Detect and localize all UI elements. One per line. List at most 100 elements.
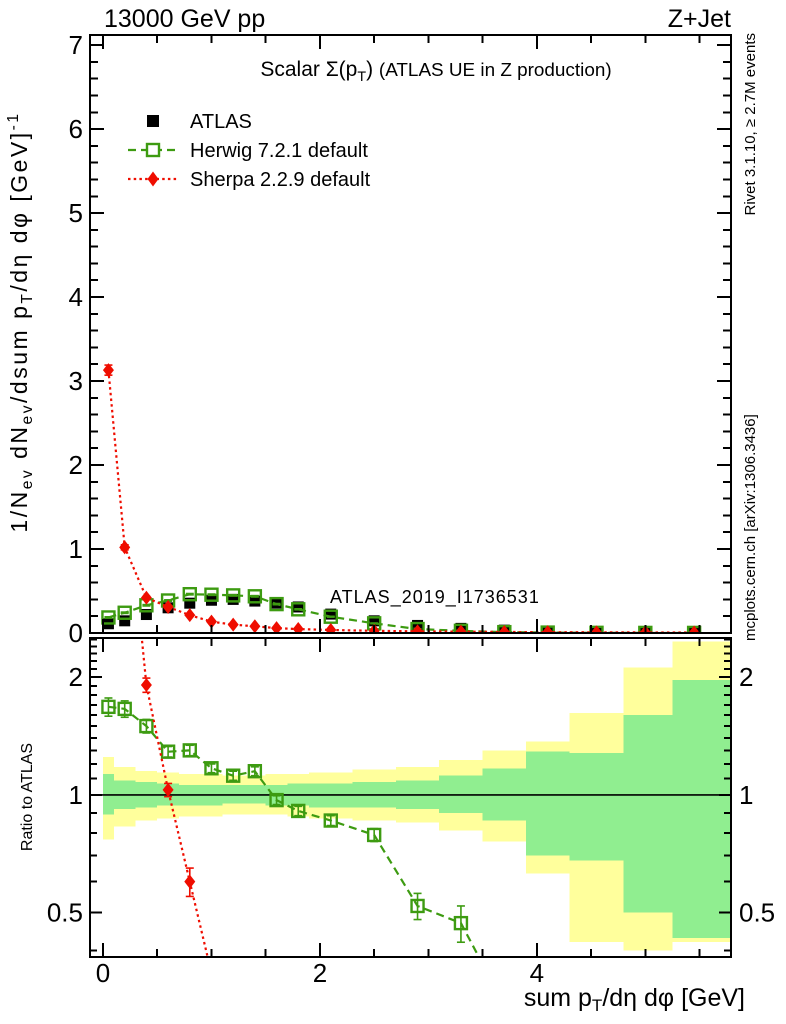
atlas-marker-main xyxy=(325,608,337,620)
ratio-panel-frame xyxy=(89,637,732,958)
tick-label: 2 xyxy=(313,958,327,988)
herwig-marker-ratio xyxy=(453,915,469,931)
sherpa-marker-ratio xyxy=(455,998,466,1012)
band-green xyxy=(526,751,570,856)
atlas-marker-main xyxy=(249,595,261,607)
sherpa-marker-ratio xyxy=(499,966,510,980)
herwig-marker-main xyxy=(182,586,197,602)
tick-label: 6 xyxy=(69,114,83,144)
tick-label: 4 xyxy=(69,282,83,312)
tick-label: 0 xyxy=(69,618,83,648)
atlas-marker-main xyxy=(227,593,239,605)
herwig-marker-ratio xyxy=(366,827,382,843)
sherpa-marker-main xyxy=(591,625,603,633)
legend: ATLAS Herwig 7.2.1 default Sherpa 2.2.9 … xyxy=(128,111,371,191)
legend-label-sherpa: Sherpa 2.2.9 default xyxy=(190,169,371,191)
sherpa-marker-ratio xyxy=(184,874,196,889)
atlas-marker-main xyxy=(140,609,152,621)
beam-energy-title: 13000 GeV pp xyxy=(104,5,265,33)
sherpa-marker-main xyxy=(688,625,700,633)
atlas-marker-main xyxy=(119,615,131,627)
herwig-marker-main xyxy=(247,589,263,604)
sherpa-marker-main xyxy=(249,619,261,633)
plot-title: Scalar Σ(pT) (ATLAS UE in Z production) xyxy=(260,58,611,85)
sherpa-marker-ratio xyxy=(689,1017,700,1024)
sherpa-marker-main xyxy=(292,622,304,633)
herwig-marker-main xyxy=(204,587,219,602)
atlas-marker-main xyxy=(292,601,304,613)
tick-label: 1 xyxy=(69,780,83,810)
sherpa-marker-main xyxy=(455,624,467,633)
sherpa-marker-main xyxy=(542,625,554,633)
herwig-marker-ratio xyxy=(204,761,219,776)
herwig-marker-ratio xyxy=(101,699,116,715)
ratio-series xyxy=(101,219,700,1024)
process-title: Z+Jet xyxy=(668,5,731,33)
x-axis-label: sum pT/dη dφ [GeV] xyxy=(524,984,745,1015)
tick-labels: 0 1 2 3 4 5 6 7 0.5 0.5 1 1 2 2 0 2 4 xyxy=(47,30,775,988)
tick-label: 0 xyxy=(96,958,110,988)
ratio-y-axis-label: Ratio to ATLAS xyxy=(19,743,36,851)
legend-item-herwig: Herwig 7.2.1 default xyxy=(128,140,368,162)
herwig-marker-ratio xyxy=(182,743,197,758)
legend-item-sherpa: Sherpa 2.2.9 default xyxy=(128,169,371,191)
mcplots-reference-text: mcplots.cern.ch [arXiv:1306.3436] xyxy=(742,414,759,641)
atlas-legend-marker xyxy=(147,115,159,127)
herwig-marker-ratio xyxy=(117,701,132,717)
herwig-marker-ratio xyxy=(269,792,284,808)
legend-item-atlas: ATLAS xyxy=(147,111,252,133)
herwig-marker-main xyxy=(410,621,425,633)
sherpa-marker-main xyxy=(140,590,152,605)
sherpa-marker-main xyxy=(162,599,174,614)
tick-label: 1 xyxy=(739,780,753,810)
sherpa-marker-ratio xyxy=(103,219,114,233)
legend-label-herwig: Herwig 7.2.1 default xyxy=(190,140,368,162)
herwig-marker-main xyxy=(323,609,338,624)
main-y-axis-label: 1/Nev dNev/dsum pT/dη dφ [GeV]-1 xyxy=(5,111,36,532)
atlas-marker-main xyxy=(368,615,380,627)
herwig-marker-ratio xyxy=(225,768,241,783)
band-green xyxy=(672,679,731,939)
atlas-marker-main xyxy=(184,597,196,609)
tick-label: 0.5 xyxy=(739,898,775,928)
sherpa-marker-ratio xyxy=(119,458,130,472)
sherpa-marker-main xyxy=(205,614,217,629)
watermark-text: ATLAS_2019_I1736531 xyxy=(330,587,540,608)
tick-label: 2 xyxy=(739,662,753,692)
sherpa-marker-main xyxy=(227,617,239,632)
herwig-marker-ratio xyxy=(323,813,338,828)
rivet-version-text: Rivet 3.1.10, ≥ 2.7M events xyxy=(742,33,759,216)
tick-label: 1 xyxy=(69,534,83,564)
tick-label: 2 xyxy=(69,662,83,692)
sherpa-marker-main xyxy=(325,622,337,633)
sherpa-legend-marker xyxy=(147,171,159,187)
sherpa-marker-ratio xyxy=(206,966,217,980)
herwig-marker-main xyxy=(225,588,241,603)
sherpa-marker-main xyxy=(412,624,424,633)
herwig-marker-ratio xyxy=(139,718,154,734)
sherpa-marker-ratio xyxy=(162,782,174,797)
herwig-marker-main xyxy=(117,605,132,620)
herwig-marker-ratio xyxy=(291,803,306,819)
tick-label: 2 xyxy=(69,450,83,480)
sherpa-marker-main xyxy=(271,621,283,633)
herwig-marker-ratio xyxy=(410,898,425,914)
herwig-marker-main xyxy=(269,596,284,612)
sherpa-marker-main xyxy=(184,608,196,623)
sherpa-marker-main xyxy=(119,540,131,555)
sherpa-marker-main xyxy=(498,624,510,633)
herwig-marker-main xyxy=(101,610,116,625)
main-panel-frame xyxy=(89,34,732,634)
sherpa-marker-ratio xyxy=(140,678,152,693)
band-green xyxy=(623,715,673,913)
herwig-marker-main xyxy=(291,602,306,617)
herwig-legend-marker xyxy=(145,142,161,158)
tick-label: 0.5 xyxy=(47,898,83,928)
tick-label: 4 xyxy=(530,958,544,988)
tick-label: 7 xyxy=(69,30,83,60)
tick-label: 5 xyxy=(69,198,83,228)
sherpa-marker-main xyxy=(102,363,114,378)
herwig-marker-ratio xyxy=(498,999,510,1011)
